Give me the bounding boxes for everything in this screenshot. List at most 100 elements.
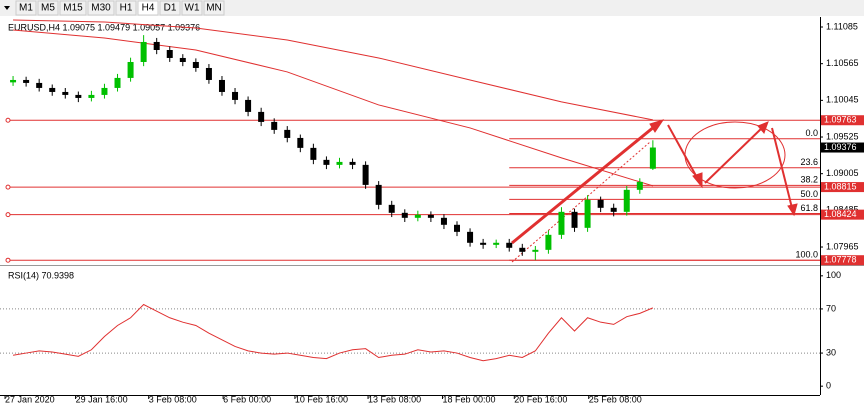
fib-label: 61.8 [800, 203, 818, 213]
arrow-head [787, 203, 798, 217]
timeframe-button[interactable] [159, 0, 181, 16]
x-tick-label: 3 Feb 08:00 [149, 394, 197, 404]
menu-arrow[interactable] [4, 6, 10, 10]
x-tick-label: 29 Jan 16:00 [76, 394, 128, 404]
timeframe-button[interactable] [181, 0, 203, 16]
candle-body [75, 94, 82, 98]
candle-body [192, 61, 199, 68]
price-tag-label: 1.07778 [824, 255, 857, 265]
y-tick-label: 1.10565 [826, 58, 859, 68]
x-tick-label: 10 Feb 16:00 [295, 394, 348, 404]
y-tick-label: 30 [826, 347, 836, 357]
candle-body [258, 111, 265, 122]
arrow-down [667, 124, 701, 184]
level-anchor [5, 184, 11, 190]
candle-body [636, 181, 643, 190]
timeframe-label[interactable]: M1 [19, 3, 33, 14]
candle-body [649, 147, 656, 169]
level-anchor [5, 257, 11, 263]
y-tick-label: 100 [826, 270, 841, 280]
candle-body [23, 79, 30, 83]
moving-average [13, 29, 654, 187]
timeframe-label[interactable]: M30 [91, 3, 111, 14]
x-tick-label: 25 Feb 08:00 [589, 394, 642, 404]
rsi-line [12, 303, 654, 362]
candle-body [101, 87, 108, 95]
candle-body [440, 217, 447, 225]
candle-body [153, 41, 160, 51]
candle-body [232, 91, 239, 100]
candle-body [310, 147, 317, 160]
candle-body [49, 87, 56, 92]
y-tick-label: 0 [826, 381, 831, 391]
current-price-label: 1.09376 [824, 142, 857, 152]
timeframe-label[interactable]: W1 [185, 3, 200, 14]
price-tag-label: 1.08815 [824, 181, 857, 191]
arrow-down [771, 127, 794, 213]
candle-body [323, 159, 330, 165]
timeframe-label[interactable]: D1 [164, 3, 177, 14]
fib-label: 23.6 [800, 157, 818, 167]
rsi-header: RSI(14) 70.9398 [8, 270, 74, 280]
candle-body [114, 77, 121, 88]
candle-body [10, 79, 17, 83]
price-tag-label: 1.08424 [824, 209, 857, 219]
symbol-header: EURUSD,H4 1.09075 1.09479 1.09057 1.0937… [8, 22, 200, 32]
candle-body [62, 91, 69, 95]
x-tick-label: 6 Feb 00:00 [223, 394, 271, 404]
x-tick-label: 20 Feb 16:00 [514, 394, 567, 404]
candle-body [140, 41, 147, 62]
candle-body [532, 249, 539, 252]
timeframe-label[interactable]: H1 [120, 3, 133, 14]
candle-body [88, 94, 95, 98]
candle-body [623, 189, 630, 212]
candle-body [375, 184, 382, 205]
timeframe-label[interactable]: H4 [142, 3, 155, 14]
candle-body [127, 61, 134, 78]
arrow-up [704, 124, 766, 184]
candle-body [401, 212, 408, 218]
timeframe-button[interactable] [137, 0, 159, 16]
price-tag [821, 182, 864, 193]
candle-body [506, 242, 513, 248]
candle-body [205, 67, 212, 80]
candle-body [427, 214, 434, 218]
candle-body [414, 214, 421, 218]
y-tick-label: 1.10045 [826, 95, 859, 105]
x-tick-label: 13 Feb 08:00 [368, 394, 421, 404]
candle-body [519, 247, 526, 252]
price-tag-label: 1.09763 [824, 115, 857, 125]
timeframe-label[interactable]: MN [206, 3, 222, 14]
timeframe-label[interactable]: M5 [41, 3, 55, 14]
price-tag [821, 255, 864, 266]
y-tick-label: 1.09005 [826, 168, 859, 178]
y-tick-label: 70 [826, 303, 836, 313]
candle-body [558, 211, 565, 235]
candle-body [245, 99, 252, 112]
y-tick-label: 1.09525 [826, 131, 859, 141]
timeframe-button[interactable] [115, 0, 137, 16]
timeframe-label[interactable]: M15 [63, 3, 83, 14]
timeframe-button[interactable] [37, 0, 59, 16]
candle-body [218, 79, 225, 92]
current-price-tag [821, 142, 864, 153]
fib-trendline [511, 141, 651, 263]
fib-label: 100.0 [795, 250, 818, 260]
timeframe-button[interactable] [59, 0, 87, 16]
price-tag [821, 115, 864, 126]
y-tick-label: 1.07965 [826, 241, 859, 251]
timeframe-button[interactable] [15, 0, 37, 16]
level-anchor [5, 212, 11, 218]
candle-body [584, 199, 591, 228]
annotations [511, 119, 798, 263]
y-tick-label: 1.11085 [826, 21, 858, 31]
level-anchor [5, 117, 11, 123]
timeframe-button[interactable] [87, 0, 115, 16]
candle-body [545, 234, 552, 250]
candle-body [467, 231, 474, 243]
timeframe-button[interactable] [203, 0, 225, 16]
arrow-head [649, 119, 665, 133]
candle-body [166, 50, 173, 58]
candle-body [36, 82, 43, 88]
